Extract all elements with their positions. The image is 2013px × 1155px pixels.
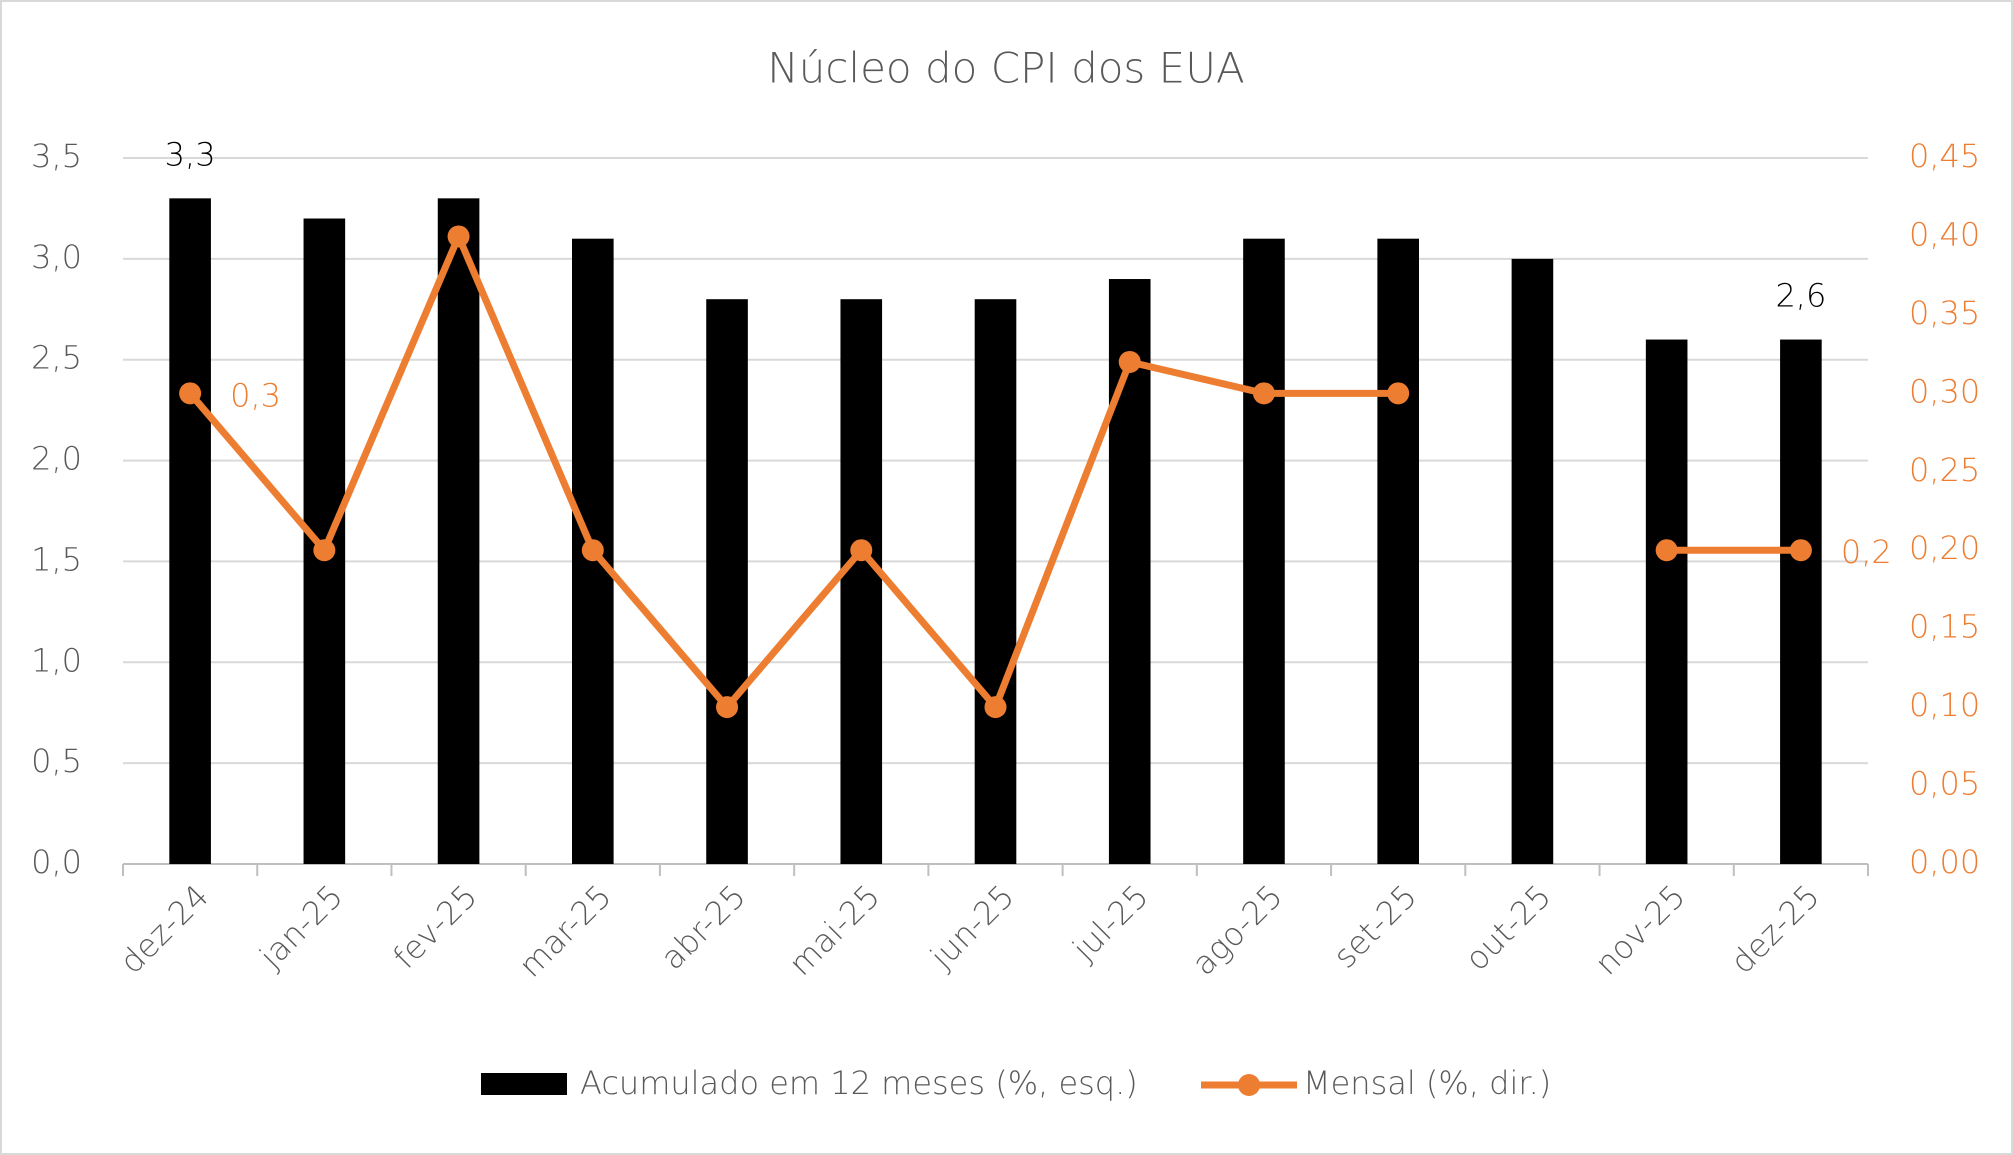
y-tick-label: 2,0 — [31, 440, 82, 478]
y2-tick-label: 0,10 — [1909, 686, 1980, 724]
bar — [169, 198, 211, 865]
bar — [974, 299, 1017, 864]
data-label: 3,3 — [165, 135, 216, 173]
line-point — [447, 225, 470, 248]
y-tick-label: 0,0 — [31, 843, 82, 881]
data-label: 0,3 — [230, 376, 281, 414]
bar — [840, 299, 883, 864]
line-point — [581, 539, 604, 562]
line-point — [1655, 539, 1678, 562]
line-point — [1387, 382, 1410, 405]
bar — [1108, 279, 1151, 864]
bar — [1511, 258, 1554, 864]
line-point — [1789, 539, 1812, 562]
y2-tick-label: 0,00 — [1909, 843, 1980, 881]
y-tick-label: 1,0 — [31, 641, 82, 679]
line — [187, 232, 1399, 711]
bar — [437, 198, 480, 865]
legend-swatch — [1238, 1074, 1260, 1096]
data-label: 0,2 — [1841, 533, 1892, 571]
line-point — [850, 539, 873, 562]
y-tick-label: 3,0 — [31, 238, 82, 276]
legend-label: Mensal (%, dir.) — [1303, 1064, 1551, 1102]
y2-tick-label: 0,20 — [1909, 529, 1980, 567]
line-point — [1118, 350, 1141, 373]
y2-tick-label: 0,25 — [1909, 451, 1980, 489]
y-tick-label: 2,5 — [31, 339, 82, 377]
y2-tick-label: 0,15 — [1909, 608, 1980, 646]
bar — [1243, 238, 1285, 864]
y2-tick-label: 0,45 — [1909, 137, 1980, 175]
bar — [1780, 339, 1822, 864]
line-point — [313, 539, 336, 562]
y2-tick-label: 0,35 — [1909, 294, 1980, 332]
data-label: 2,6 — [1775, 277, 1826, 315]
bar — [1377, 238, 1419, 864]
y-tick-label: 1,5 — [31, 540, 82, 578]
legend-swatch — [481, 1073, 567, 1095]
chart-title: Núcleo do CPI dos EUA — [767, 44, 1244, 93]
y2-tick-label: 0,30 — [1909, 372, 1980, 410]
y-tick-label: 3,5 — [31, 137, 82, 175]
y2-tick-label: 0,40 — [1909, 215, 1980, 253]
bar — [706, 299, 748, 864]
legend-label: Acumulado em 12 meses (%, esq.) — [580, 1064, 1138, 1102]
line-point — [179, 382, 202, 405]
y-tick-label: 0,5 — [31, 742, 82, 780]
line-point — [716, 696, 739, 719]
y2-tick-label: 0,05 — [1909, 765, 1980, 803]
bar — [1645, 339, 1688, 864]
line-point — [1252, 382, 1275, 405]
line-point — [984, 696, 1007, 719]
